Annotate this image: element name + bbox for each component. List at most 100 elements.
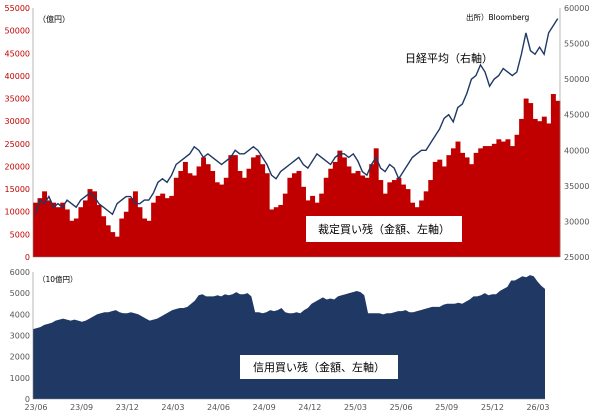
x-axis-tick: 26/03	[526, 403, 549, 412]
bottom-axis-tick: 5000	[10, 289, 30, 298]
left-axis-tick: 30000	[5, 117, 30, 126]
left-axis-tick: 20000	[5, 162, 30, 171]
arbitrage-bar	[60, 202, 66, 257]
arbitrage-bar	[169, 195, 175, 257]
arbitrage-bar	[51, 202, 57, 257]
arbitrage-bar	[450, 148, 456, 257]
bottom-unit-label: （10億円）	[38, 274, 78, 284]
arbitrage-bar	[46, 200, 52, 257]
arbitrage-bar	[119, 218, 125, 257]
arbitrage-bar	[455, 141, 461, 257]
right-axis-tick: 45000	[564, 111, 589, 120]
left-axis-tick: 15000	[5, 185, 30, 194]
arbitrage-bar	[355, 170, 361, 257]
arbitrage-bar	[432, 161, 438, 257]
arbitrage-bar	[273, 207, 279, 257]
arbitrage-bar	[78, 207, 84, 257]
arbitrage-bar	[373, 148, 379, 257]
arbitrage-bar	[446, 155, 452, 257]
arbitrage-bar	[341, 157, 347, 257]
arbitrage-bar	[146, 220, 152, 257]
arbitrage-bar	[469, 164, 475, 257]
arbitrage-bar	[246, 168, 252, 257]
right-axis-tick: 55000	[564, 40, 589, 49]
arbitrage-bar	[228, 155, 234, 257]
arbitrage-bar	[532, 118, 538, 257]
bottom-series-box	[240, 355, 398, 379]
arbitrage-bar	[537, 121, 543, 258]
arbitrage-bar	[196, 166, 202, 257]
arbitrage-bar	[528, 103, 534, 257]
arbitrage-bar	[510, 146, 515, 257]
arbitrage-bar	[182, 161, 188, 257]
left-axis-tick: 10000	[5, 208, 30, 217]
arbitrage-bar	[164, 198, 170, 257]
arbitrage-bar	[441, 166, 447, 257]
arbitrage-bar	[269, 209, 275, 257]
arbitrage-bar	[523, 98, 529, 257]
arbitrage-bar	[337, 150, 343, 257]
arbitrage-bar	[101, 216, 107, 257]
left-axis-tick: 45000	[5, 49, 30, 58]
arbitrage-bar	[142, 218, 147, 257]
arbitrage-bar	[260, 164, 266, 257]
arbitrage-bar	[255, 155, 261, 257]
arbitrage-bar	[73, 218, 79, 257]
source-label: 出所）Bloomberg	[466, 12, 530, 22]
arbitrage-bar	[437, 159, 443, 257]
arbitrage-bar	[282, 193, 288, 257]
arbitrage-bar	[210, 170, 216, 257]
bottom-axis-tick: 2000	[10, 353, 30, 362]
arbitrage-bar	[173, 177, 179, 257]
bottom-axis-tick: 3000	[10, 332, 30, 341]
left-axis-tick: 5000	[10, 230, 30, 239]
x-axis-tick: 24/03	[161, 403, 184, 412]
arbitrage-bar	[278, 204, 284, 257]
arbitrage-bar	[332, 161, 338, 257]
arbitrage-bar	[291, 173, 297, 257]
arbitrage-bar	[219, 184, 225, 257]
arbitrage-bar	[482, 146, 488, 257]
arbitrage-bar	[328, 168, 334, 257]
arbitrage-bar	[55, 207, 61, 257]
arbitrage-bar	[496, 139, 502, 257]
arbitrage-bar	[237, 170, 243, 257]
left-axis-tick: 35000	[5, 95, 30, 104]
arbitrage-bar	[546, 123, 552, 257]
arbitrage-bar	[296, 170, 302, 257]
x-axis-tick: 25/03	[344, 403, 367, 412]
left-axis-tick: 50000	[5, 27, 30, 36]
right-axis-tick: 30000	[564, 217, 589, 226]
arbitrage-bar	[301, 186, 306, 257]
arbitrage-bar	[473, 152, 479, 257]
arbitrage-bar	[151, 202, 157, 257]
arbitrage-bar	[137, 207, 143, 257]
arbitrage-bar	[223, 177, 229, 257]
arbitrage-bar	[464, 157, 470, 257]
top-series-box-label: 裁定買い残（金額、左軸）	[318, 222, 450, 236]
x-axis-tick: 24/09	[253, 403, 276, 412]
arbitrage-bar	[69, 220, 75, 257]
arbitrage-bar	[42, 191, 48, 257]
left-axis-tick: 40000	[5, 72, 30, 81]
x-axis-tick: 23/12	[116, 403, 139, 412]
arbitrage-bar	[201, 157, 207, 257]
arbitrage-bar	[37, 198, 43, 257]
arbitrage-bar	[351, 173, 356, 257]
arbitrage-bar	[555, 100, 561, 257]
arbitrage-bar	[500, 141, 506, 257]
arbitrage-bar	[64, 209, 70, 257]
arbitrage-bar	[96, 204, 102, 257]
arbitrage-bar	[550, 94, 556, 258]
x-axis-tick: 24/06	[207, 403, 230, 412]
arbitrage-bar	[346, 166, 352, 257]
arbitrage-bar	[205, 164, 211, 257]
arbitrage-bar	[92, 191, 97, 257]
arbitrage-bar	[187, 173, 193, 257]
right-axis-tick: 35000	[564, 182, 589, 191]
left-axis-tick: 55000	[5, 4, 30, 13]
right-axis-tick: 40000	[564, 146, 589, 155]
arbitrage-bar	[192, 175, 197, 257]
